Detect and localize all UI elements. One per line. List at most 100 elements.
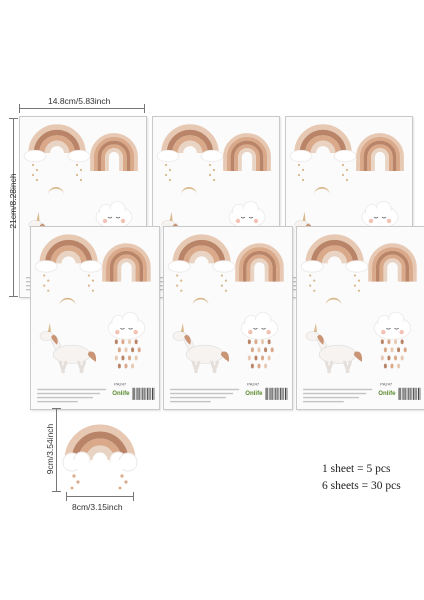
raindrop bbox=[247, 339, 251, 345]
cloud-puff bbox=[79, 260, 103, 273]
rainbow-arc bbox=[177, 140, 203, 154]
rainbow-arc bbox=[117, 258, 136, 282]
raindrop bbox=[390, 347, 394, 353]
barcode-bar bbox=[270, 387, 272, 400]
unicorn-leg bbox=[345, 360, 353, 374]
rainbow-arc bbox=[375, 250, 410, 282]
sparkle-dot bbox=[176, 274, 179, 277]
sparkle-dot bbox=[220, 274, 224, 277]
sparkle-dot bbox=[212, 178, 216, 182]
barcode-bar bbox=[139, 387, 140, 400]
barcode-bar bbox=[283, 387, 285, 400]
unicorn-leg bbox=[193, 360, 201, 374]
cloud-puff bbox=[333, 149, 357, 163]
unicorn-mane bbox=[51, 334, 58, 345]
sparkle-dot bbox=[341, 173, 345, 177]
cloud-puff bbox=[34, 260, 58, 273]
sheet-artwork-group: PA247 Onlife bbox=[34, 234, 155, 403]
rainbow-arc bbox=[28, 124, 86, 154]
single-rainbow-sticker bbox=[62, 424, 138, 490]
cloud-cheek bbox=[253, 218, 259, 224]
rainbow-arc bbox=[383, 258, 402, 282]
sticker-sheet: PA247 Onlife bbox=[163, 226, 293, 410]
sparkle-dot bbox=[43, 274, 46, 277]
quantity-line-1: 1 sheet = 5 pcs bbox=[322, 463, 391, 475]
barcode-bar bbox=[137, 387, 139, 400]
fineprint-line bbox=[303, 396, 359, 399]
sparkle-dot bbox=[91, 289, 95, 292]
cloud-puff bbox=[167, 260, 191, 273]
barcode-bar bbox=[406, 387, 408, 400]
barcode-bar bbox=[268, 387, 270, 400]
raindrop bbox=[254, 355, 258, 361]
cloud-puff bbox=[156, 149, 180, 163]
rainbow-arc bbox=[371, 148, 389, 171]
raindrop bbox=[267, 339, 271, 345]
sparkle-dot bbox=[47, 279, 50, 282]
moon bbox=[48, 187, 64, 195]
unicorn-leg bbox=[326, 360, 334, 374]
sparkle-dot bbox=[31, 173, 35, 177]
cloud-eye bbox=[115, 216, 121, 219]
fineprint-line bbox=[303, 400, 344, 403]
sheet-height-tick-top bbox=[9, 118, 18, 119]
barcode-bar bbox=[418, 387, 420, 400]
rainbow-arc bbox=[56, 250, 82, 264]
barcode-bar bbox=[267, 387, 268, 400]
fineprint-line bbox=[37, 400, 78, 403]
unicorn-horn bbox=[302, 211, 306, 221]
unicorn-horn bbox=[180, 322, 184, 333]
cloud-fill bbox=[362, 209, 398, 227]
raindrop bbox=[394, 339, 398, 345]
raindrop bbox=[121, 355, 125, 361]
cloud-eye bbox=[373, 216, 379, 219]
rainbow-arc bbox=[39, 135, 75, 154]
quantity-line-2: 6 sheets = 30 pcs bbox=[322, 480, 401, 492]
sparkle-dot bbox=[43, 284, 46, 287]
sticker-height-tick-top bbox=[52, 408, 61, 409]
rainbow-arc bbox=[33, 129, 81, 154]
sheet-code: PA247 bbox=[380, 382, 393, 387]
rainbow-arc bbox=[367, 144, 393, 171]
barcode-bar bbox=[265, 387, 267, 400]
raindrop bbox=[403, 347, 407, 353]
sparkle-dot bbox=[180, 289, 183, 292]
raindrop bbox=[390, 363, 394, 369]
sticker-width-label: 8cm/3.15inch bbox=[72, 502, 123, 512]
unicorn-horn bbox=[36, 211, 40, 221]
sparkle-dot bbox=[91, 279, 95, 282]
unicorn-leg bbox=[79, 360, 87, 374]
raindrop bbox=[397, 363, 401, 369]
raindrop bbox=[124, 347, 128, 353]
cloud-fill bbox=[242, 320, 277, 339]
rainbow-arc bbox=[242, 250, 277, 282]
raindrop bbox=[380, 355, 384, 361]
cloud-fill bbox=[96, 209, 132, 227]
cloud-puff bbox=[345, 260, 369, 273]
rainbow-arc bbox=[234, 144, 260, 171]
sheet-code: PA247 bbox=[114, 382, 127, 387]
barcode-bar bbox=[281, 387, 283, 400]
cloud-puff bbox=[67, 149, 91, 163]
moon bbox=[314, 187, 330, 195]
barcode-bar bbox=[142, 387, 144, 400]
sparkle-dot bbox=[87, 284, 91, 287]
raindrop bbox=[270, 347, 274, 353]
rainbow-arc bbox=[109, 250, 144, 282]
fineprint-line bbox=[170, 388, 240, 391]
raindrop bbox=[257, 347, 261, 353]
sparkle-dot bbox=[176, 284, 179, 287]
unicorn-head bbox=[305, 331, 320, 341]
rainbow-arc bbox=[238, 148, 256, 171]
cloud-puff bbox=[200, 149, 224, 163]
barcode-bar bbox=[275, 387, 277, 400]
rainbow-arc bbox=[50, 245, 87, 264]
fineprint-line bbox=[37, 396, 93, 399]
sparkle-dot bbox=[79, 168, 83, 172]
sheet-width-line bbox=[19, 108, 145, 109]
rainbow-arc bbox=[246, 254, 273, 282]
cloud-fill bbox=[229, 209, 265, 227]
raindrop bbox=[383, 347, 387, 353]
barcode-bar bbox=[140, 387, 142, 400]
raindrop bbox=[387, 355, 391, 361]
